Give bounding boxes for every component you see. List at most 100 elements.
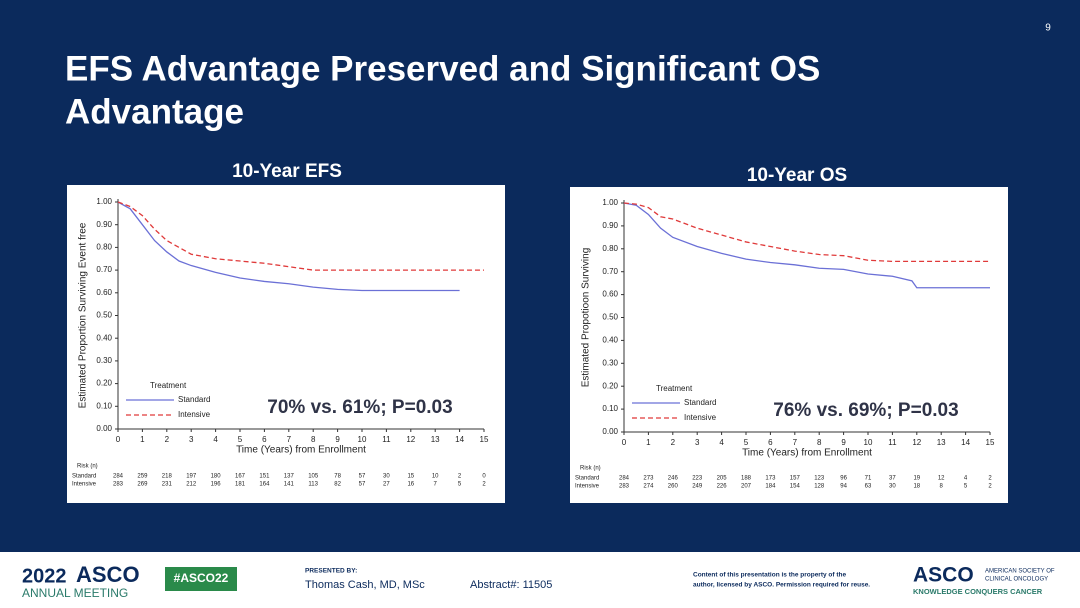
y-tick-label: 0.50	[96, 311, 112, 320]
risk-row-label: Standard	[72, 474, 96, 480]
risk-value: 94	[840, 484, 847, 490]
x-tick-label: 11	[888, 438, 897, 447]
risk-row-label: Standard	[575, 476, 599, 482]
y-tick-label: 0.20	[602, 381, 618, 390]
x-tick-label: 3	[695, 438, 700, 447]
meeting-org: ASCO	[76, 562, 140, 587]
presented-by-label: PRESENTED BY:	[305, 568, 357, 575]
risk-value: 283	[113, 482, 124, 488]
risk-value: 4	[964, 476, 968, 482]
x-tick-label: 14	[455, 435, 464, 444]
chart-panel	[570, 187, 1008, 503]
risk-value: 113	[308, 482, 318, 488]
y-tick-label: 0.90	[602, 221, 618, 230]
x-tick-label: 13	[937, 438, 946, 447]
disclaimer: Content of this presentation is the prop…	[693, 572, 847, 579]
legend-label: Standard	[684, 398, 716, 407]
x-tick-label: 7	[793, 438, 798, 447]
chart-panel	[67, 185, 505, 503]
risk-value: 231	[162, 482, 173, 488]
abstract: Abstract#: 11505	[470, 579, 552, 591]
legend-title: Treatment	[150, 381, 187, 390]
slide-title: Advantage	[65, 92, 244, 131]
y-tick-label: 1.00	[96, 197, 112, 206]
risk-value: 260	[668, 484, 679, 490]
hashtag-box	[165, 567, 237, 591]
risk-value: 249	[692, 484, 703, 490]
risk-value: 5	[458, 482, 462, 488]
risk-value: 82	[334, 482, 341, 488]
risk-value: 184	[765, 484, 776, 490]
y-tick-label: 0.60	[602, 290, 618, 299]
meeting-name: ANNUAL MEETING	[22, 586, 128, 600]
risk-value: 197	[186, 474, 197, 480]
x-tick-label: 13	[431, 435, 440, 444]
x-tick-label: 1	[646, 438, 651, 447]
tagline: KNOWLEDGE CONQUERS CANCER	[913, 587, 1043, 596]
risk-value: 167	[235, 474, 246, 480]
risk-value: 157	[790, 476, 801, 482]
risk-value: 283	[619, 484, 630, 490]
risk-value: 123	[814, 476, 825, 482]
y-tick-label: 0.20	[96, 379, 112, 388]
x-tick-label: 2	[165, 435, 170, 444]
legend-title: Treatment	[656, 384, 693, 393]
x-tick-label: 8	[311, 435, 316, 444]
risk-value: 274	[643, 484, 654, 490]
legend-label: Intensive	[178, 410, 211, 419]
risk-value: 78	[334, 474, 341, 480]
risk-value: 259	[137, 474, 148, 480]
risk-value: 181	[235, 482, 246, 488]
x-tick-label: 14	[961, 438, 970, 447]
risk-value: 10	[432, 474, 439, 480]
y-tick-label: 0.00	[602, 427, 618, 436]
x-tick-label: 7	[287, 435, 292, 444]
risk-value: 180	[211, 474, 222, 480]
risk-row-label: Intensive	[72, 482, 97, 488]
annotation: 70% vs. 61%; P=0.03	[267, 397, 452, 418]
meeting-year: 2022	[22, 565, 67, 587]
y-tick-label: 0.70	[96, 265, 112, 274]
x-tick-label: 1	[140, 435, 145, 444]
x-tick-label: 3	[189, 435, 194, 444]
risk-value: 128	[814, 484, 825, 490]
y-tick-label: 1.00	[602, 198, 618, 207]
logo-text: CLINICAL ONCOLOGY	[985, 577, 1048, 583]
legend-label: Intensive	[684, 413, 717, 422]
risk-value: 188	[741, 476, 752, 482]
risk-value: 5	[964, 484, 968, 490]
risk-value: 0	[482, 474, 486, 480]
y-tick-label: 0.30	[602, 358, 618, 367]
y-tick-label: 0.60	[96, 288, 112, 297]
risk-value: 164	[259, 482, 270, 488]
chart-title: 10-Year EFS	[232, 161, 342, 182]
x-tick-label: 10	[864, 438, 873, 447]
y-axis-label: Estimated Proportion Surviving Event fre…	[78, 222, 89, 408]
x-tick-label: 6	[768, 438, 773, 447]
risk-value: 173	[765, 476, 776, 482]
y-tick-label: 0.70	[602, 267, 618, 276]
risk-value: 2	[988, 484, 992, 490]
survival-curve	[117, 201, 484, 271]
survival-curve	[117, 201, 460, 292]
risk-value: 19	[913, 476, 920, 482]
risk-value: 30	[889, 484, 896, 490]
risk-value: 2	[988, 476, 992, 482]
annotation: 76% vs. 69%; P=0.03	[773, 400, 958, 421]
risk-value: 223	[692, 476, 703, 482]
y-tick-label: 0.30	[96, 356, 112, 365]
risk-value: 57	[359, 474, 366, 480]
risk-value: 8	[940, 484, 944, 490]
x-tick-label: 9	[335, 435, 340, 444]
risk-value: 273	[643, 476, 654, 482]
x-tick-label: 0	[116, 435, 121, 444]
page-number: 9	[1045, 23, 1051, 34]
x-tick-label: 2	[671, 438, 676, 447]
chart-title: 10-Year OS	[747, 165, 847, 186]
x-tick-label: 5	[744, 438, 749, 447]
x-tick-label: 11	[382, 435, 391, 444]
x-tick-label: 9	[841, 438, 846, 447]
risk-value: 284	[113, 474, 124, 480]
